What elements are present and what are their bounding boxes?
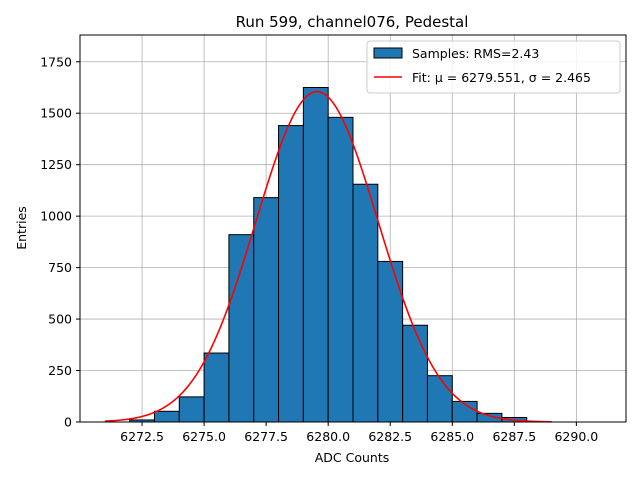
y-axis-ticks: 0 250 500 750 1000 1250 1500 1750 [40,54,80,430]
y-tick-label: 250 [48,363,72,378]
histogram-bar [402,324,428,423]
y-tick-label: 1000 [40,209,72,224]
y-tick-label: 750 [48,260,72,275]
x-tick-label: 6272.5 [120,429,164,444]
histogram-bar [327,116,354,423]
histogram-bar [178,396,205,423]
histogram-bar [253,197,280,423]
y-tick-label: 500 [48,312,72,327]
histogram-bar [203,352,230,423]
legend-label-fit: Fit: μ = 6279.551, σ = 2.465 [412,70,591,85]
fit-curve [104,90,552,423]
histogram-bar [426,375,453,423]
legend-box [366,40,621,94]
histogram-bars [129,86,528,423]
histogram-bar [352,183,379,423]
y-tick-label: 1500 [40,106,72,121]
histogram-bar [302,86,329,423]
y-axis-label: Entries [14,206,29,250]
y-tick-label: 1750 [40,54,72,69]
histogram-bar [278,125,304,423]
x-axis-ticks: 6272.5 6275.0 6277.5 6280.0 6282.5 6285.0 6287… [120,422,598,444]
x-tick-label: 6277.5 [244,429,288,444]
y-tick-label: 0 [64,415,72,430]
x-tick-label: 6280.0 [306,429,350,444]
histogram-bar [228,234,255,423]
legend-label-samples: Samples: RMS=2.43 [412,46,539,61]
plot-frame [79,34,627,423]
chart-title: Run 599, channel076, Pedestal [236,13,469,31]
histogram-bar [153,410,180,423]
legend: Samples: RMS=2.43 Fit: μ = 6279.551, σ =… [366,40,621,94]
x-tick-label: 6282.5 [368,429,412,444]
x-tick-label: 6285.0 [430,429,474,444]
legend-swatch-samples [373,47,403,59]
x-tick-label: 6287.5 [492,429,536,444]
x-tick-label: 6275.0 [182,429,226,444]
y-tick-label: 1250 [40,157,72,172]
x-axis-label: ADC Counts [315,450,390,465]
x-tick-label: 6290.0 [554,429,598,444]
